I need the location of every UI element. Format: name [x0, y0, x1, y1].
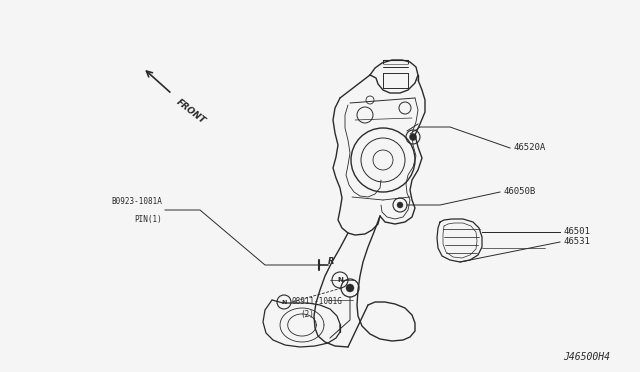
Text: (2): (2) — [300, 310, 314, 318]
Text: 08911-1081G: 08911-1081G — [292, 298, 343, 307]
Text: R: R — [328, 257, 335, 266]
Text: 46050B: 46050B — [503, 187, 535, 196]
Text: J46500H4: J46500H4 — [563, 352, 610, 362]
Text: PIN(1): PIN(1) — [134, 215, 162, 224]
Text: 46520A: 46520A — [513, 144, 545, 153]
Text: 46501: 46501 — [563, 228, 590, 237]
Text: 46531: 46531 — [563, 237, 590, 247]
Text: N: N — [282, 299, 287, 305]
Circle shape — [410, 134, 417, 141]
Circle shape — [346, 284, 354, 292]
Text: B0923-1081A: B0923-1081A — [111, 197, 162, 206]
Text: FRONT: FRONT — [175, 97, 207, 125]
Text: N: N — [337, 277, 343, 283]
Circle shape — [397, 202, 403, 208]
